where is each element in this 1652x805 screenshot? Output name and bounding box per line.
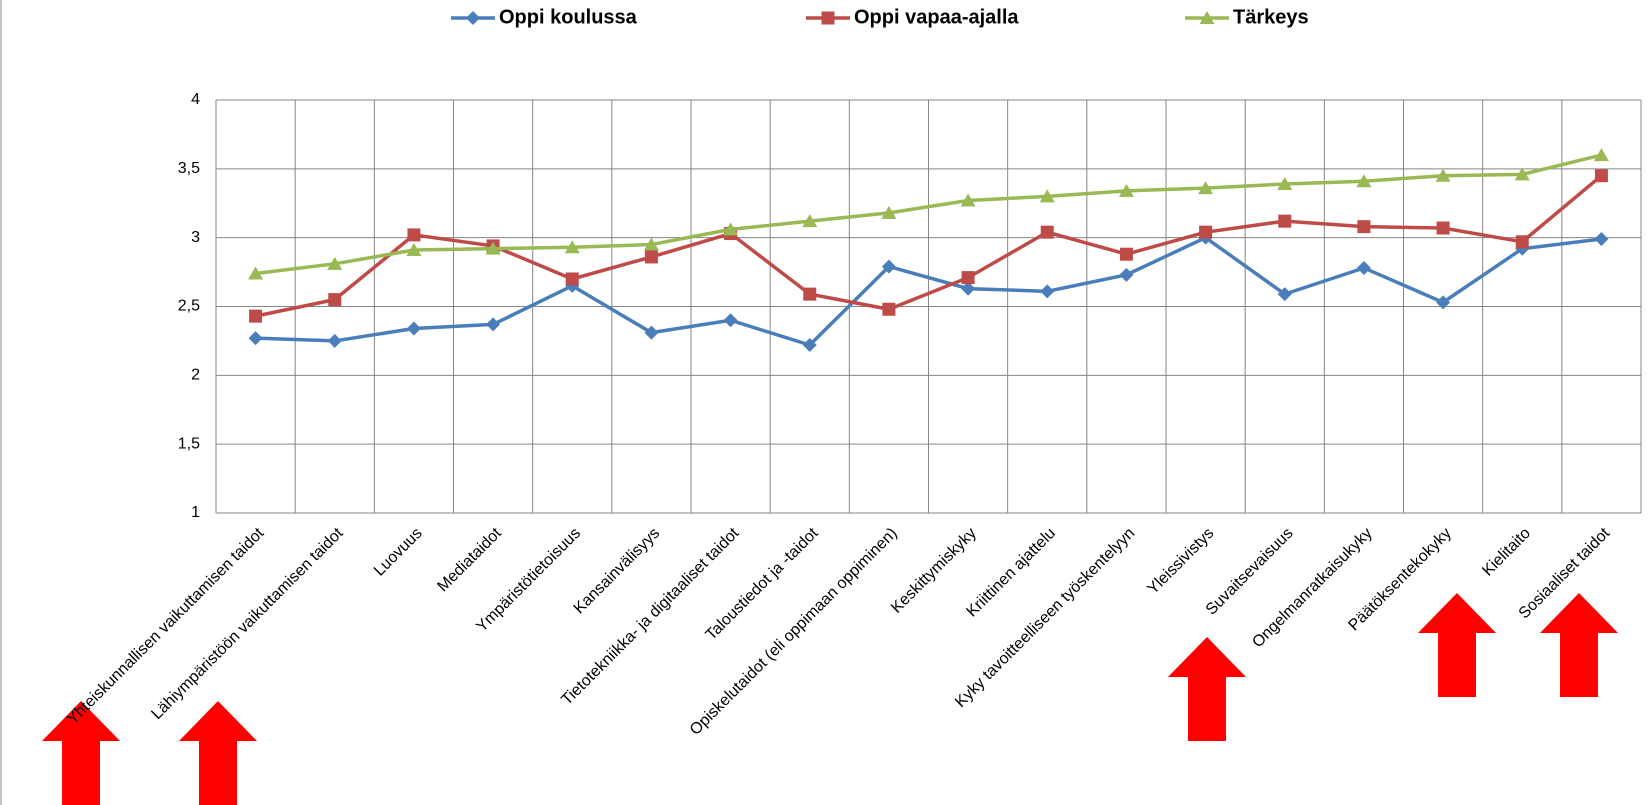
- marker: [961, 281, 976, 296]
- legend-label: Oppi vapaa-ajalla: [854, 6, 1019, 28]
- marker: [960, 193, 976, 207]
- marker: [1594, 232, 1609, 247]
- marker: [407, 228, 421, 242]
- x-tick-label: Kielitaito: [1479, 525, 1534, 580]
- marker: [248, 266, 264, 280]
- x-tick-label: Tietotekniikka- ja digitaaliset taidot: [558, 524, 742, 708]
- arrows: [42, 593, 1618, 805]
- y-tick-label: 3,5: [178, 160, 200, 177]
- marker: [1435, 168, 1451, 182]
- marker: [565, 272, 579, 286]
- marker: [327, 256, 343, 270]
- arrow: [1540, 593, 1618, 697]
- marker: [1356, 260, 1371, 275]
- arrow: [42, 701, 120, 805]
- marker: [485, 241, 501, 255]
- marker: [723, 222, 739, 236]
- x-tick-label: Kyky tavoitteelliseen työskentelyyn: [952, 525, 1138, 711]
- marker: [1040, 284, 1055, 299]
- y-tick-label: 2: [191, 367, 200, 384]
- marker: [1436, 221, 1450, 235]
- marker: [1039, 189, 1055, 203]
- marker: [1594, 169, 1608, 183]
- arrow: [1418, 593, 1496, 697]
- marker: [328, 293, 342, 307]
- y-tick-label: 1,5: [178, 435, 200, 452]
- marker: [1436, 295, 1451, 310]
- marker: [1277, 176, 1293, 190]
- marker: [1119, 267, 1134, 282]
- marker: [1199, 225, 1213, 239]
- marker: [1277, 287, 1292, 302]
- x-tick-label: Luovuus: [371, 525, 426, 580]
- arrow: [179, 701, 257, 805]
- marker: [1515, 235, 1529, 249]
- y-tick-label: 2,5: [178, 298, 200, 315]
- marker: [1357, 220, 1371, 234]
- marker: [881, 259, 896, 274]
- marker: [643, 237, 659, 251]
- marker: [882, 302, 896, 316]
- series-line: [255, 174, 1603, 318]
- marker: [644, 250, 658, 264]
- marker: [406, 321, 421, 336]
- legend-label: Oppi koulussa: [499, 6, 638, 28]
- x-tick-label: Yleissivistys: [1144, 525, 1217, 598]
- marker: [327, 333, 342, 348]
- marker: [466, 11, 480, 25]
- marker: [821, 11, 835, 25]
- marker: [1118, 183, 1134, 197]
- marker: [803, 287, 817, 301]
- x-tick-label: Keskittymiskyky: [888, 525, 980, 617]
- marker: [644, 325, 659, 340]
- marker: [1356, 174, 1372, 188]
- marker: [406, 243, 422, 257]
- marker: [1040, 225, 1054, 239]
- marker: [1119, 247, 1133, 261]
- marker: [723, 313, 738, 328]
- marker: [486, 317, 501, 332]
- marker: [802, 338, 817, 353]
- series-line: [255, 153, 1602, 276]
- marker: [564, 240, 580, 254]
- y-tick-label: 1: [191, 504, 200, 521]
- marker: [1198, 181, 1214, 195]
- marker: [1199, 11, 1215, 24]
- marker: [1593, 148, 1609, 162]
- marker: [802, 214, 818, 228]
- legend-label: Tärkeys: [1233, 6, 1309, 28]
- marker: [961, 271, 975, 285]
- marker: [1278, 214, 1292, 228]
- x-tick-label: Kansainvälisyys: [571, 525, 664, 618]
- y-tick-label: 4: [191, 91, 200, 108]
- series-line: [255, 235, 1602, 348]
- y-tick-label: 3: [191, 229, 200, 246]
- marker: [881, 205, 897, 219]
- marker: [1514, 167, 1530, 181]
- marker: [249, 309, 263, 323]
- arrow: [1168, 637, 1246, 741]
- x-tick-label: Suvaitsevaisuus: [1203, 525, 1297, 619]
- marker: [248, 331, 263, 346]
- x-tick-label: Mediataidot: [434, 524, 505, 595]
